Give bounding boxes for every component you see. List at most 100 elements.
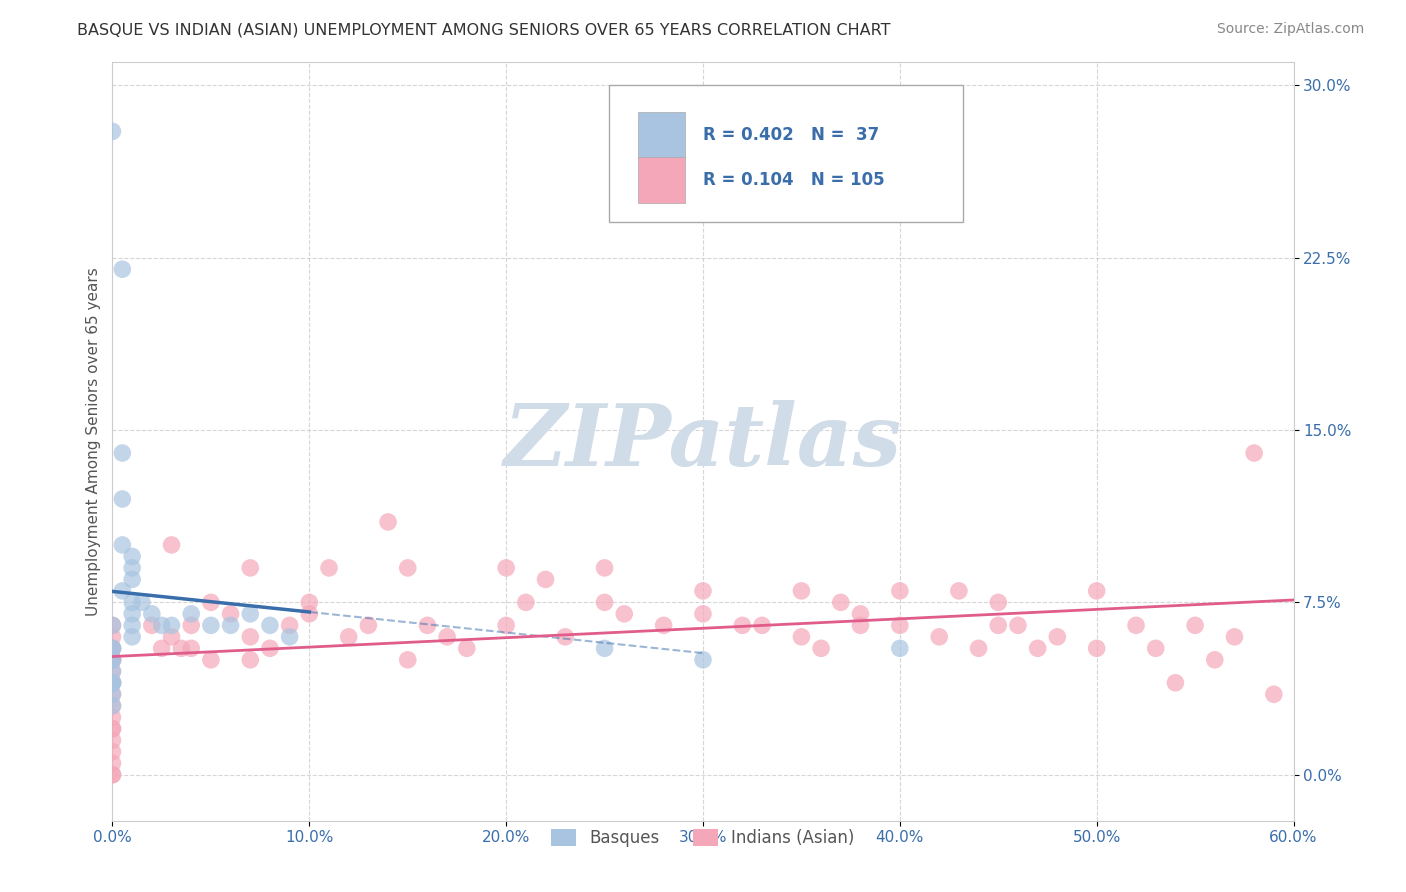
Point [101,722,124,736]
Point [318,561,340,575]
Point [101,618,124,632]
Point [495,618,517,632]
Point [593,595,616,609]
Point [278,630,301,644]
Point [436,630,458,644]
Point [377,515,399,529]
Point [101,722,124,736]
Point [101,698,124,713]
Y-axis label: Unemployment Among Seniors over 65 years: Unemployment Among Seniors over 65 years [86,268,101,615]
Point [101,710,124,724]
Point [101,618,124,632]
Point [160,538,183,552]
Point [200,653,222,667]
Text: BASQUE VS INDIAN (ASIAN) UNEMPLOYMENT AMONG SENIORS OVER 65 YEARS CORRELATION CH: BASQUE VS INDIAN (ASIAN) UNEMPLOYMENT AM… [77,22,891,37]
Point [101,653,124,667]
Point [239,653,262,667]
Point [593,561,616,575]
Point [1026,641,1049,656]
Point [987,618,1010,632]
Point [298,607,321,621]
Point [948,583,970,598]
Point [121,618,143,632]
Point [1243,446,1265,460]
Point [121,630,143,644]
Point [121,573,143,587]
Point [1085,641,1108,656]
Point [849,618,872,632]
Point [101,124,124,138]
Point [131,595,153,609]
Point [141,607,163,621]
Point [101,756,124,771]
Point [692,583,714,598]
Point [150,641,173,656]
Point [101,653,124,667]
Point [1164,675,1187,690]
Point [200,595,222,609]
Point [396,653,419,667]
Point [180,607,202,621]
Point [889,641,911,656]
Point [200,618,222,632]
Point [219,618,242,632]
FancyBboxPatch shape [609,85,963,221]
Point [1046,630,1069,644]
FancyBboxPatch shape [638,112,685,158]
Point [790,583,813,598]
Point [101,641,124,656]
Point [928,630,950,644]
Point [987,595,1010,609]
Point [111,446,134,460]
Point [101,665,124,679]
Point [101,767,124,781]
Point [101,665,124,679]
Point [692,653,714,667]
Point [1144,641,1167,656]
Point [101,675,124,690]
Point [416,618,439,632]
Point [298,595,321,609]
Point [111,583,134,598]
Point [239,561,262,575]
Point [219,607,242,621]
Point [1125,618,1147,632]
Point [101,698,124,713]
Point [101,733,124,747]
Point [141,618,163,632]
Point [101,675,124,690]
Point [239,607,262,621]
Point [967,641,990,656]
Point [160,630,183,644]
Point [1007,618,1029,632]
Point [259,641,281,656]
Point [1184,618,1206,632]
Point [337,630,360,644]
Point [396,561,419,575]
Point [101,675,124,690]
Point [1204,653,1226,667]
Point [121,549,143,564]
Text: Source: ZipAtlas.com: Source: ZipAtlas.com [1216,22,1364,37]
Point [613,607,636,621]
Point [652,618,675,632]
Point [101,653,124,667]
Point [111,538,134,552]
Point [357,618,380,632]
Point [101,641,124,656]
Point [1263,687,1285,701]
Point [160,618,183,632]
Point [1223,630,1246,644]
Point [111,491,134,506]
Point [751,618,773,632]
Point [101,767,124,781]
Text: ZIPatlas: ZIPatlas [503,400,903,483]
Point [150,618,173,632]
Point [731,618,754,632]
Point [121,607,143,621]
Point [180,641,202,656]
Point [830,595,852,609]
Point [495,561,517,575]
Point [101,630,124,644]
Point [121,595,143,609]
